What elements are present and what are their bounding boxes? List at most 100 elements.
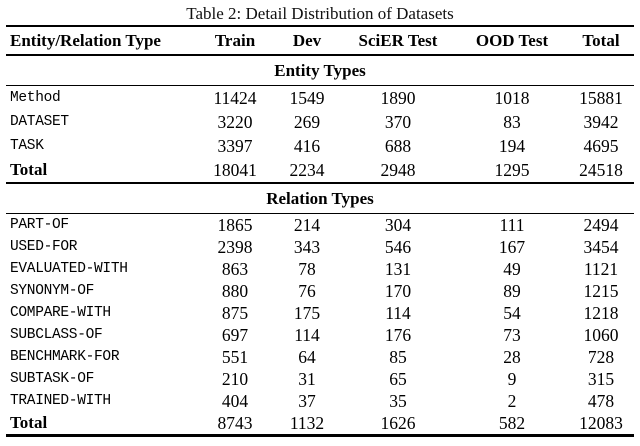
- cell-value: 3454: [583, 236, 619, 257]
- cell-value: 65: [389, 368, 407, 389]
- table-row: TRAINED-WITH 404 37 35 2 478: [6, 390, 634, 412]
- cell-value: 1215: [583, 280, 619, 301]
- row-label: DATASET: [10, 114, 69, 130]
- cell-value: 9: [507, 368, 517, 389]
- cell-value: 114: [294, 324, 320, 345]
- cell-value: 370: [384, 111, 412, 132]
- section-header-row: Relation Types: [6, 182, 634, 214]
- column-header-train: Train: [196, 26, 274, 56]
- cell-value: 131: [384, 258, 412, 279]
- cell-value: 1890: [380, 87, 416, 108]
- cell-value: 697: [221, 324, 249, 345]
- table-row: Total 8743 1132 1626 582 12083: [6, 412, 634, 436]
- cell-value: 1121: [583, 258, 619, 279]
- row-label: COMPARE-WITH: [10, 305, 111, 321]
- cell-value: 214: [293, 214, 321, 235]
- cell-value: 28: [503, 346, 521, 367]
- row-label: EVALUATED-WITH: [10, 261, 128, 277]
- cell-value: 35: [389, 390, 407, 411]
- cell-value: 1132: [289, 412, 325, 433]
- cell-value: 728: [587, 346, 615, 367]
- table-row: COMPARE-WITH 875 175 114 54 1218: [6, 302, 634, 324]
- row-label: Total: [10, 160, 48, 179]
- cell-value: 167: [498, 236, 526, 257]
- table-row: PART-OF 1865 214 304 111 2494: [6, 214, 634, 237]
- section-header: Relation Types: [6, 182, 634, 214]
- cell-value: 416: [293, 135, 321, 156]
- cell-value: 76: [298, 280, 316, 301]
- cell-value: 478: [587, 390, 615, 411]
- row-label: TRAINED-WITH: [10, 393, 111, 409]
- table-row: USED-FOR 2398 343 546 167 3454: [6, 236, 634, 258]
- cell-value: 3942: [583, 111, 619, 132]
- row-label: PART-OF: [10, 217, 69, 233]
- cell-value: 1060: [583, 324, 619, 345]
- cell-value: 3397: [217, 135, 253, 156]
- cell-value: 546: [384, 236, 412, 257]
- cell-value: 2398: [217, 236, 253, 257]
- section-header: Entity Types: [6, 55, 634, 86]
- cell-value: 12083: [579, 412, 623, 433]
- cell-value: 24518: [579, 159, 623, 180]
- cell-value: 37: [298, 390, 316, 411]
- cell-value: 875: [221, 302, 249, 323]
- cell-value: 15881: [579, 87, 623, 108]
- cell-value: 2: [507, 390, 517, 411]
- cell-value: 194: [498, 135, 526, 156]
- cell-value: 343: [293, 236, 321, 257]
- cell-value: 78: [298, 258, 316, 279]
- row-label: Total: [10, 413, 48, 432]
- table-row: SYNONYM-OF 880 76 170 89 1215: [6, 280, 634, 302]
- column-header-ood-test: OOD Test: [456, 26, 568, 56]
- cell-value: 31: [298, 368, 316, 389]
- cell-value: 304: [384, 214, 412, 235]
- table-row: TASK 3397 416 688 194 4695: [6, 134, 634, 158]
- cell-value: 1295: [494, 159, 530, 180]
- row-label: SYNONYM-OF: [10, 283, 95, 299]
- cell-value: 18041: [213, 159, 257, 180]
- cell-value: 176: [384, 324, 412, 345]
- cell-value: 175: [293, 302, 321, 323]
- cell-value: 404: [221, 390, 249, 411]
- table-row: SUBTASK-OF 210 31 65 9 315: [6, 368, 634, 390]
- cell-value: 111: [499, 214, 525, 235]
- cell-value: 1626: [380, 412, 416, 433]
- cell-value: 85: [389, 346, 407, 367]
- cell-value: 83: [503, 111, 521, 132]
- row-label: BENCHMARK-FOR: [10, 349, 120, 365]
- cell-value: 64: [298, 346, 316, 367]
- table-row: Method 11424 1549 1890 1018 15881: [6, 86, 634, 111]
- column-header-dev: Dev: [274, 26, 340, 56]
- cell-value: 54: [503, 302, 521, 323]
- cell-value: 1018: [494, 87, 530, 108]
- cell-value: 49: [503, 258, 521, 279]
- row-label: USED-FOR: [10, 239, 78, 255]
- table-row: Total 18041 2234 2948 1295 24518: [6, 158, 634, 183]
- cell-value: 551: [221, 346, 249, 367]
- cell-value: 11424: [213, 87, 257, 108]
- row-label: Method: [10, 90, 61, 106]
- cell-value: 863: [221, 258, 249, 279]
- table-row: DATASET 3220 269 370 83 3942: [6, 110, 634, 134]
- cell-value: 1218: [583, 302, 619, 323]
- cell-value: 73: [503, 324, 521, 345]
- datasets-table: Entity/Relation Type Train Dev SciER Tes…: [6, 25, 634, 437]
- cell-value: 4695: [583, 135, 619, 156]
- row-label: TASK: [10, 138, 44, 154]
- table-body: Entity Types Method 11424 1549 1890 1018 15881…: [6, 55, 634, 436]
- cell-value: 688: [384, 135, 412, 156]
- cell-value: 114: [385, 302, 411, 323]
- table-row: BENCHMARK-FOR 551 64 85 28 728: [6, 346, 634, 368]
- column-header-entity-relation-type: Entity/Relation Type: [6, 26, 196, 56]
- cell-value: 170: [384, 280, 412, 301]
- cell-value: 269: [293, 111, 321, 132]
- cell-value: 315: [587, 368, 615, 389]
- row-label: SUBTASK-OF: [10, 371, 95, 387]
- column-header-total: Total: [568, 26, 634, 56]
- cell-value: 2494: [583, 214, 619, 235]
- cell-value: 3220: [217, 111, 253, 132]
- cell-value: 1549: [289, 87, 325, 108]
- row-label: SUBCLASS-OF: [10, 327, 103, 343]
- cell-value: 89: [503, 280, 521, 301]
